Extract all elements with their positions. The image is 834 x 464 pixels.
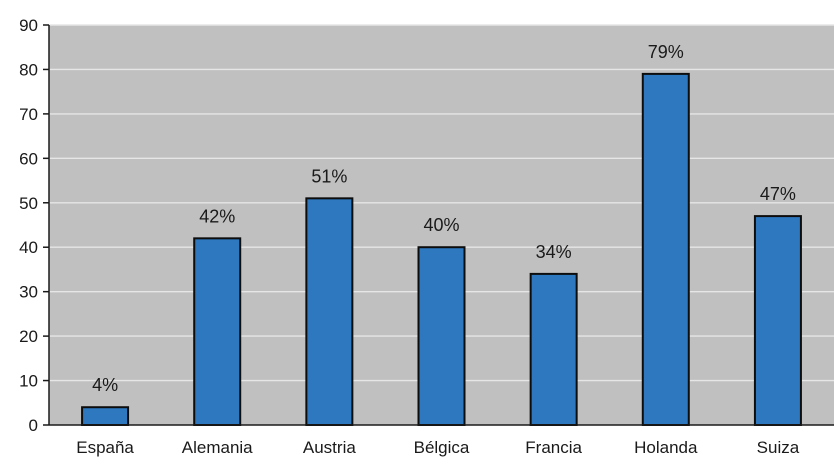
y-axis-tick-labels: 0 10 20 30 40 50 60 70 80 90: [19, 16, 38, 435]
x-category-label-francia: Francia: [525, 438, 582, 457]
x-category-label-suiza: Suiza: [757, 438, 800, 457]
y-tick-label-0: 0: [29, 416, 38, 435]
y-tick-label-90: 90: [19, 16, 38, 35]
bar-holanda: [641, 72, 690, 426]
y-tick-label-20: 20: [19, 327, 38, 346]
y-tick-label-60: 60: [19, 149, 38, 168]
y-tick-label-70: 70: [19, 105, 38, 124]
data-label-holanda: 79%: [648, 42, 684, 62]
bar-bélgica: [417, 246, 466, 426]
x-axis-category-labels: España Alemania Austria Bélgica Francia Holan…: [76, 438, 799, 457]
y-tick-label-40: 40: [19, 238, 38, 257]
y-tick-label-10: 10: [19, 372, 38, 391]
y-tick-label-50: 50: [19, 194, 38, 213]
x-category-label-holanda: Holanda: [634, 438, 698, 457]
y-tick-label-80: 80: [19, 60, 38, 79]
data-label-españa: 4%: [92, 375, 118, 395]
bar-suiza: [753, 215, 802, 426]
bar-austria: [305, 197, 354, 426]
y-tick-label-30: 30: [19, 283, 38, 302]
data-label-austria: 51%: [311, 166, 347, 186]
bar-francia: [529, 272, 578, 426]
x-category-label-españa: España: [76, 438, 134, 457]
x-category-label-alemania: Alemania: [182, 438, 253, 457]
bar-alemania: [193, 237, 242, 426]
axes: [43, 24, 834, 426]
bar-españa: [81, 406, 130, 427]
data-labels: 4% 42% 51% 40% 34% 79% 47%: [92, 42, 796, 395]
bars: [81, 72, 802, 427]
x-category-label-austria: Austria: [303, 438, 356, 457]
data-label-bélgica: 40%: [423, 215, 459, 235]
data-label-francia: 34%: [536, 242, 572, 262]
data-label-suiza: 47%: [760, 184, 796, 204]
x-category-label-bélgica: Bélgica: [414, 438, 470, 457]
data-label-alemania: 42%: [199, 206, 235, 226]
